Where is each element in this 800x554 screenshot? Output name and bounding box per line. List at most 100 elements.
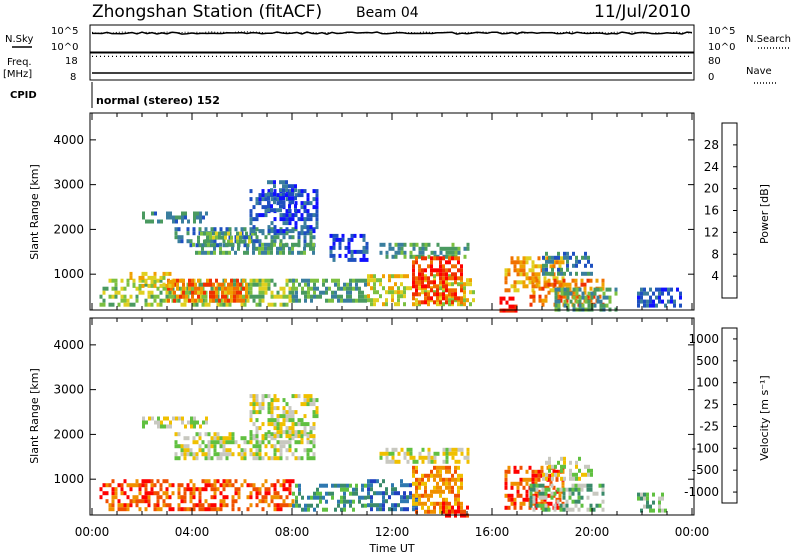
power-cell [451,264,454,269]
power-cell [602,291,606,296]
power-cell [300,217,304,222]
power-cell [571,278,575,283]
power-cell [391,294,394,299]
power-cell [574,278,578,283]
power-cell [230,286,233,291]
velocity-cell [156,495,160,500]
power-cell [561,260,565,265]
time-axis-ticks: 00:00 04:00 08:00 12:00 16:00 20:00 00:00 [75,525,710,539]
power-cell [230,235,233,240]
power-cell [421,268,424,273]
power-cell [148,219,151,224]
power-cell [529,302,533,307]
power-cell [556,290,560,295]
velocity-cell [138,491,142,496]
velocity-cell [586,483,590,488]
power-cell [228,302,232,307]
power-cell [504,272,508,277]
velocity-colorbar-tick-label: -1000 [684,485,719,499]
velocity-cell [312,422,316,427]
velocity-cell [574,483,578,488]
power-cell [288,189,292,194]
power-cell [328,286,331,291]
power-cell [565,298,569,303]
velocity-cell [519,505,523,510]
power-cell [572,263,575,268]
velocity-cell [448,505,451,510]
power-cell [273,197,277,202]
power-cell [193,219,196,224]
velocity-cell [466,455,470,460]
power-cell [252,278,256,283]
power-cell [171,279,175,284]
velocity-cell [157,420,160,425]
velocity-cell [370,499,373,504]
velocity-cell [598,483,602,488]
velocity-cell [394,487,397,492]
power-cell [147,302,151,307]
velocity-cell [540,497,544,502]
power-cell [129,294,133,299]
power-cell [548,259,551,264]
power-cell [572,303,576,308]
power-cell [599,287,603,292]
power-cell [102,302,106,307]
power-cell [258,298,262,303]
velocity-cell [192,487,196,492]
power-cell [370,286,373,291]
velocity-cell [192,456,196,461]
power-cell [249,221,253,226]
velocity-cell [213,495,217,500]
power-cell [436,256,439,261]
power-cell [557,251,560,256]
velocity-cell [303,430,307,435]
power-cell [267,302,271,307]
power-cell [397,302,400,307]
power-cell [525,272,529,277]
power-cell [114,294,118,299]
velocity-cell [337,499,340,504]
velocity-cell [255,394,259,399]
power-cell [332,237,336,242]
power-cell [412,254,416,259]
velocity-cell [322,495,325,500]
power-cell [454,250,458,255]
power-cell [596,299,600,304]
velocity-cell [507,505,511,510]
velocity-cell [550,491,554,496]
power-cell [322,278,325,283]
velocity-cell [439,509,442,514]
power-cell [304,290,307,295]
power-cell [199,215,202,220]
velocity-cell [316,487,319,492]
velocity-cell [180,444,184,449]
power-cell [295,278,298,283]
velocity-cell [291,418,295,423]
velocity-cell [534,497,538,502]
power-cell [528,276,532,281]
power-cell [445,276,448,281]
velocity-cell [147,499,151,504]
power-cell [108,294,112,299]
power-cell [335,233,339,238]
power-cell [528,280,532,285]
power-cell [445,284,448,289]
power-cell [572,295,576,300]
power-cell [209,282,212,287]
velocity-cell [252,483,256,488]
power-cell [352,278,355,283]
power-cell [325,290,328,295]
velocity-cell [285,440,289,445]
power-cell [282,294,286,299]
power-cell [172,215,175,220]
power-cell [309,231,313,236]
power-cell [350,249,354,254]
velocity-cell [189,499,193,504]
power-cell [551,271,554,276]
velocity-cell [343,507,346,512]
power-cell [309,227,313,232]
velocity-cell [120,483,124,488]
power-cell [340,286,343,291]
velocity-cell [516,493,520,498]
velocity-cell [135,503,139,508]
